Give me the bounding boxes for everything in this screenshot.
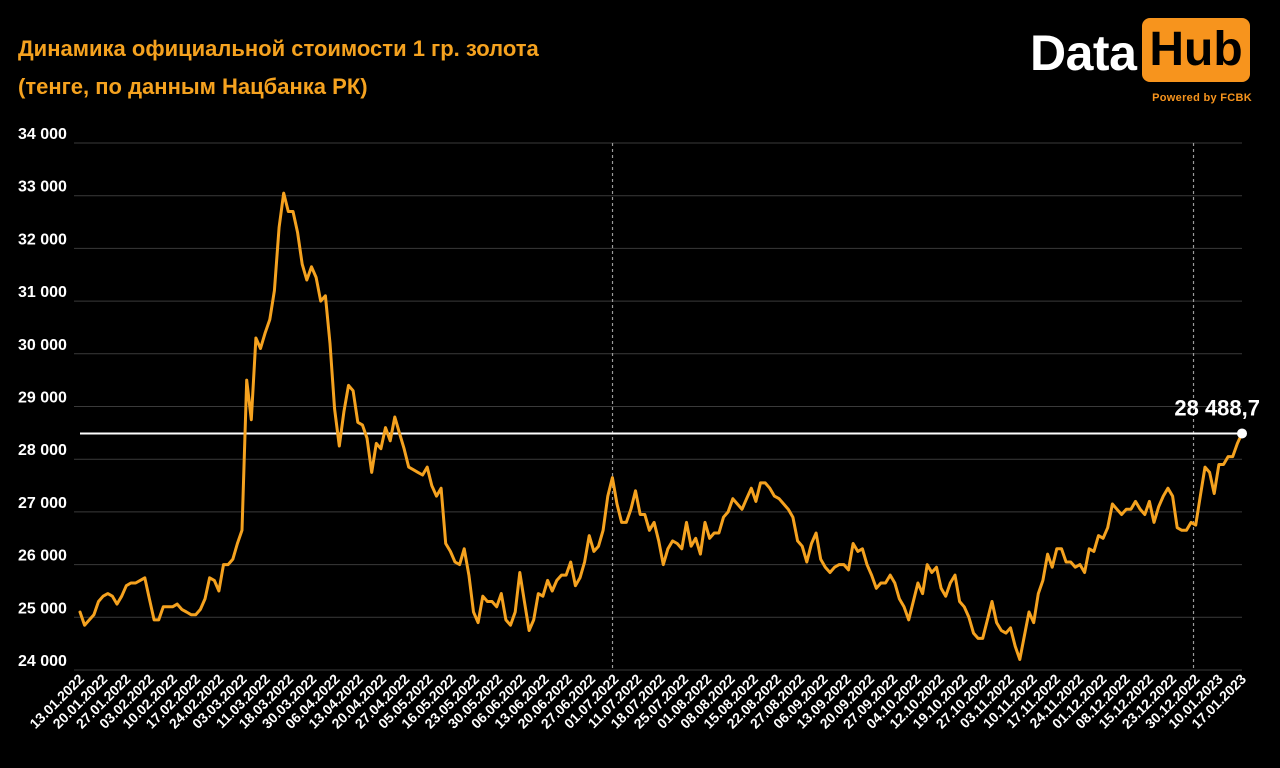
last-point-marker xyxy=(1237,428,1247,439)
y-tick-label: 29 000 xyxy=(18,390,67,407)
y-tick-label: 30 000 xyxy=(18,337,67,354)
reference-value-label: 28 488,7 xyxy=(1174,395,1260,420)
vertical-marker-layer xyxy=(611,143,1195,670)
y-tick-label: 31 000 xyxy=(18,284,67,301)
y-tick-label: 26 000 xyxy=(18,548,67,565)
y-tick-label: 24 000 xyxy=(18,653,67,670)
grid-layer xyxy=(74,142,1242,671)
logo-data-text: Data xyxy=(1030,25,1137,81)
y-tick-label: 32 000 xyxy=(18,231,67,248)
logo-powered-by: Powered by FCBK xyxy=(1152,92,1252,104)
y-tick-label: 25 000 xyxy=(18,600,67,617)
series-layer xyxy=(78,191,1247,661)
datahub-logo: Data Hub Powered by FCBK xyxy=(1030,18,1260,110)
reference-line-layer: 28 488,7 xyxy=(80,395,1260,435)
y-tick-label: 34 000 xyxy=(18,126,67,143)
logo-hub-badge: Hub xyxy=(1142,18,1250,82)
x-axis: 13.01.202220.01.202227.01.202203.02.2022… xyxy=(26,671,1249,732)
chart-title: Динамика официальной стоимости 1 гр. зол… xyxy=(18,30,539,106)
chart-title-line1: Динамика официальной стоимости 1 гр. зол… xyxy=(18,36,539,61)
chart-title-line2: (тенге, по данным Нацбанка РК) xyxy=(18,74,368,99)
y-tick-label: 28 000 xyxy=(18,442,67,459)
price-series-line xyxy=(78,191,1244,661)
y-tick-label: 33 000 xyxy=(18,179,67,196)
y-axis: 24 000 25 000 26 000 27 000 28 000 29 000 30 0… xyxy=(18,126,67,670)
y-tick-label: 27 000 xyxy=(18,495,67,512)
